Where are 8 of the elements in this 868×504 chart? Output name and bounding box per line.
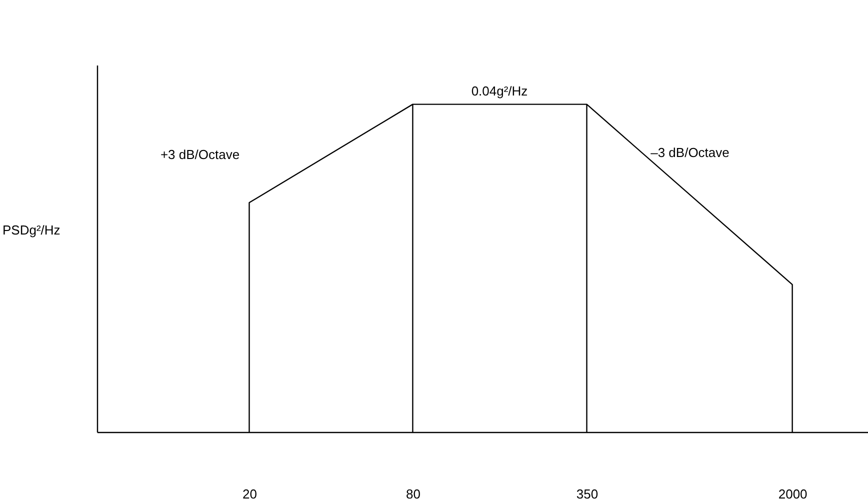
- x-tick-label: 20: [242, 486, 257, 502]
- annotation: 0.04g²/Hz: [471, 83, 528, 98]
- x-tick-label: 350: [576, 486, 598, 502]
- y-axis-title: PSDg²/Hz: [2, 222, 60, 238]
- annotation: –3 dB/Octave: [650, 145, 730, 160]
- annotation: +3 dB/Octave: [160, 147, 240, 162]
- x-tick-label: 2000: [778, 486, 808, 502]
- x-tick-label: 80: [406, 486, 420, 502]
